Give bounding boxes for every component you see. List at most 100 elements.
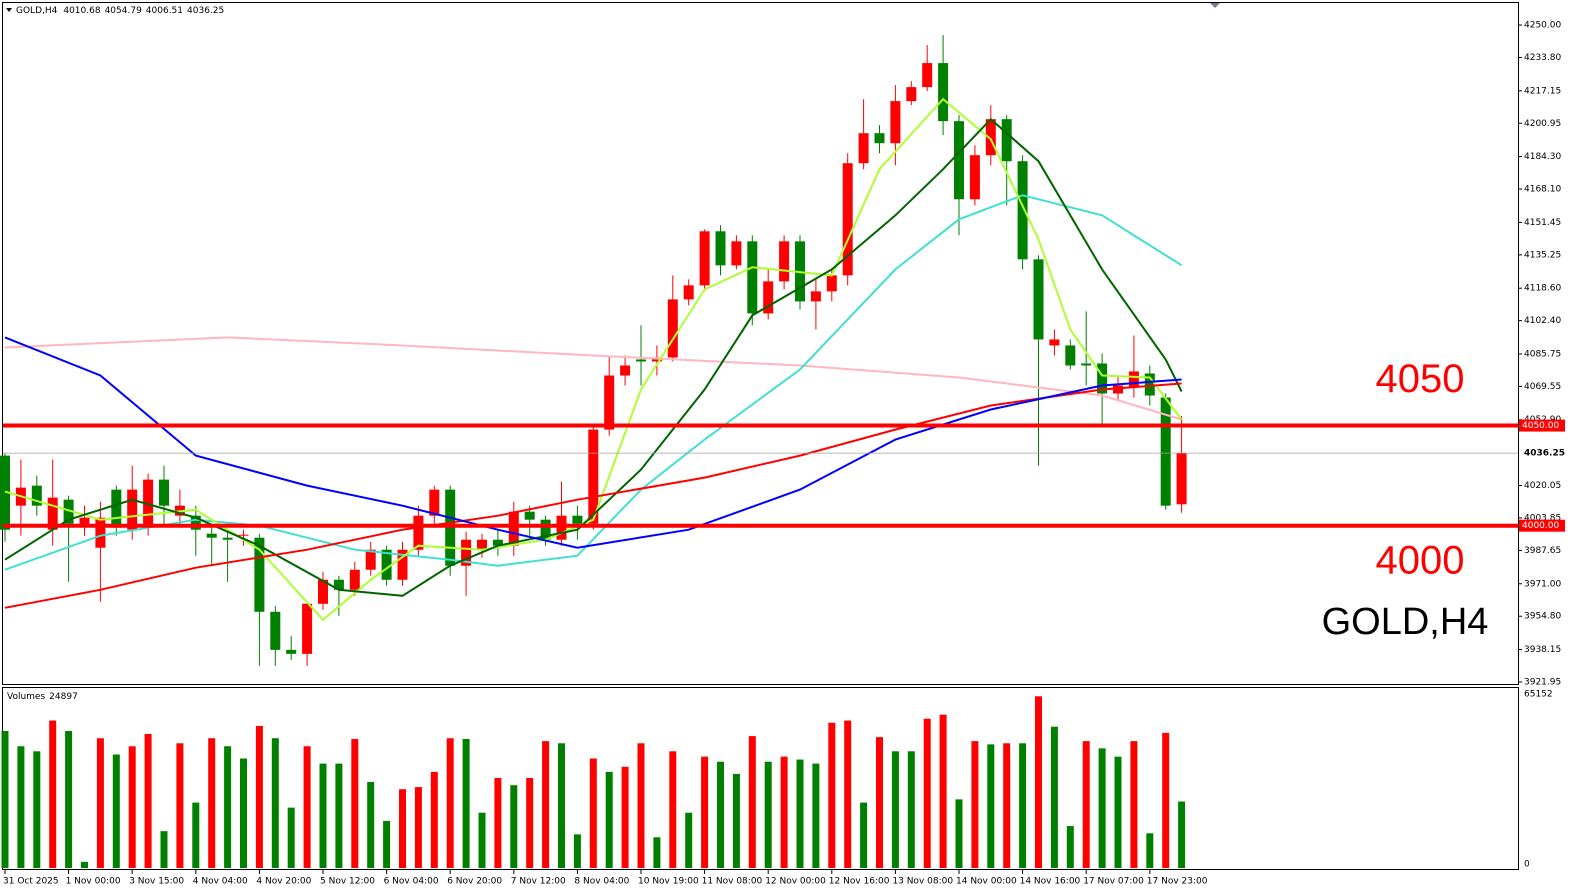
volume-bar: [160, 831, 168, 868]
volume-bar: [478, 812, 486, 868]
y-tick-label: 4020.05: [1524, 481, 1561, 491]
candle-body: [286, 649, 297, 654]
candle-body: [365, 549, 376, 570]
volume-bar: [49, 720, 57, 868]
volume-bar: [1082, 741, 1090, 868]
candle-body: [1001, 119, 1012, 162]
candle-body: [858, 133, 869, 164]
volume-bar: [96, 738, 104, 868]
candle-body: [302, 603, 313, 654]
candle-body: [779, 241, 790, 282]
candle-body: [429, 489, 440, 516]
candle-body: [79, 517, 90, 526]
y-tick-label: 3987.65: [1524, 546, 1561, 556]
y-tick-label: 4069.55: [1524, 382, 1561, 392]
moving-average: [4, 97, 1183, 622]
chart-header: GOLD,H4 4010.68 4054.79 4006.51 4036.25: [16, 6, 224, 16]
x-tick-label: 10 Nov 19:00: [638, 877, 699, 887]
candle-body: [938, 63, 949, 122]
candle-body: [413, 515, 424, 550]
high-value: 4054.79: [105, 6, 142, 16]
candle-body: [95, 517, 106, 548]
volume-tick-label: 65152: [1524, 690, 1553, 700]
volume-bar: [1114, 756, 1122, 868]
symbol: GOLD,H4: [16, 6, 58, 16]
volume-bar: [128, 746, 136, 868]
volume-bar: [748, 736, 756, 868]
x-tick-label: 3 Nov 15:00: [129, 877, 184, 887]
volume-bar: [971, 741, 979, 868]
menu-triangle[interactable]: [6, 8, 12, 12]
moving-average: [4, 194, 1183, 571]
volume-bar: [399, 789, 406, 868]
volume-bar: [828, 722, 836, 868]
volume-bar: [1162, 732, 1170, 868]
x-tick-label: 4 Nov 04:00: [193, 877, 248, 887]
volume-bar: [717, 761, 724, 868]
volume-bar: [494, 778, 502, 868]
volume-bar: [526, 778, 534, 868]
candle-body: [954, 121, 964, 200]
x-tick-label: 11 Nov 08:00: [702, 877, 763, 887]
price-label-bg: [1519, 447, 1565, 460]
volume-bar: [81, 861, 88, 868]
volume-bar: [383, 820, 391, 868]
candle-body: [826, 275, 837, 292]
x-tick-label: 13 Nov 08:00: [892, 877, 953, 887]
candle-body: [477, 539, 487, 550]
candle-body: [508, 511, 519, 546]
shift-marker: [1210, 3, 1220, 8]
volume-current: 24897: [49, 692, 78, 702]
x-tick-label: 17 Nov 07:00: [1083, 877, 1144, 887]
volume-bar: [1098, 748, 1106, 868]
candle-body: [159, 479, 169, 506]
candle-body: [540, 519, 551, 540]
x-tick-label: 5 Nov 12:00: [320, 877, 375, 887]
candle-body: [588, 429, 599, 524]
price-panel: [2, 2, 1519, 685]
volume-bar: [1050, 726, 1058, 868]
candle-body: [222, 537, 233, 540]
low-value: 4006.51: [146, 6, 183, 16]
volume-bar: [1178, 801, 1186, 868]
candle-body: [445, 489, 456, 566]
candle-body: [922, 63, 933, 88]
x-tick-label: 6 Nov 04:00: [384, 877, 439, 887]
volume-bar: [844, 720, 852, 868]
y-tick-label: 4200.95: [1524, 119, 1561, 129]
candle-body: [969, 155, 980, 200]
symbol-watermark: GOLD,H4: [1322, 601, 1489, 643]
candle-body: [620, 365, 631, 376]
x-tick-label: 8 Nov 04:00: [574, 877, 629, 887]
candle-body: [731, 241, 742, 266]
candle-body: [111, 489, 122, 528]
volume-bar: [558, 743, 565, 868]
volume-bar: [446, 738, 454, 868]
x-tick-label: 6 Nov 20:00: [447, 877, 502, 887]
volume-bar: [65, 730, 73, 868]
y-tick-label: 4151.45: [1524, 218, 1561, 228]
x-tick-label: 7 Nov 12:00: [511, 877, 566, 887]
candle-body: [47, 497, 58, 530]
candle-body: [492, 539, 503, 546]
candle-body: [1081, 363, 1092, 366]
volume-bar: [987, 744, 995, 868]
candle-body: [349, 569, 360, 590]
volume-bar: [430, 771, 438, 868]
candle-body: [1176, 453, 1187, 505]
volume-bar: [860, 802, 868, 868]
candle-body: [333, 579, 344, 590]
candle-body: [254, 537, 265, 612]
open-value: 4010.68: [63, 6, 100, 16]
candle-body: [763, 281, 774, 314]
volume-bar: [1146, 833, 1154, 868]
volume-bar: [17, 746, 25, 868]
volume-bar: [271, 738, 279, 868]
moving-average: [4, 382, 1182, 609]
level-annotation: 4000: [1376, 538, 1465, 582]
volume-bar: [462, 739, 470, 868]
volume-bar: [287, 807, 295, 868]
y-tick-label: 4184.30: [1524, 152, 1561, 162]
volume-bar: [510, 785, 518, 868]
